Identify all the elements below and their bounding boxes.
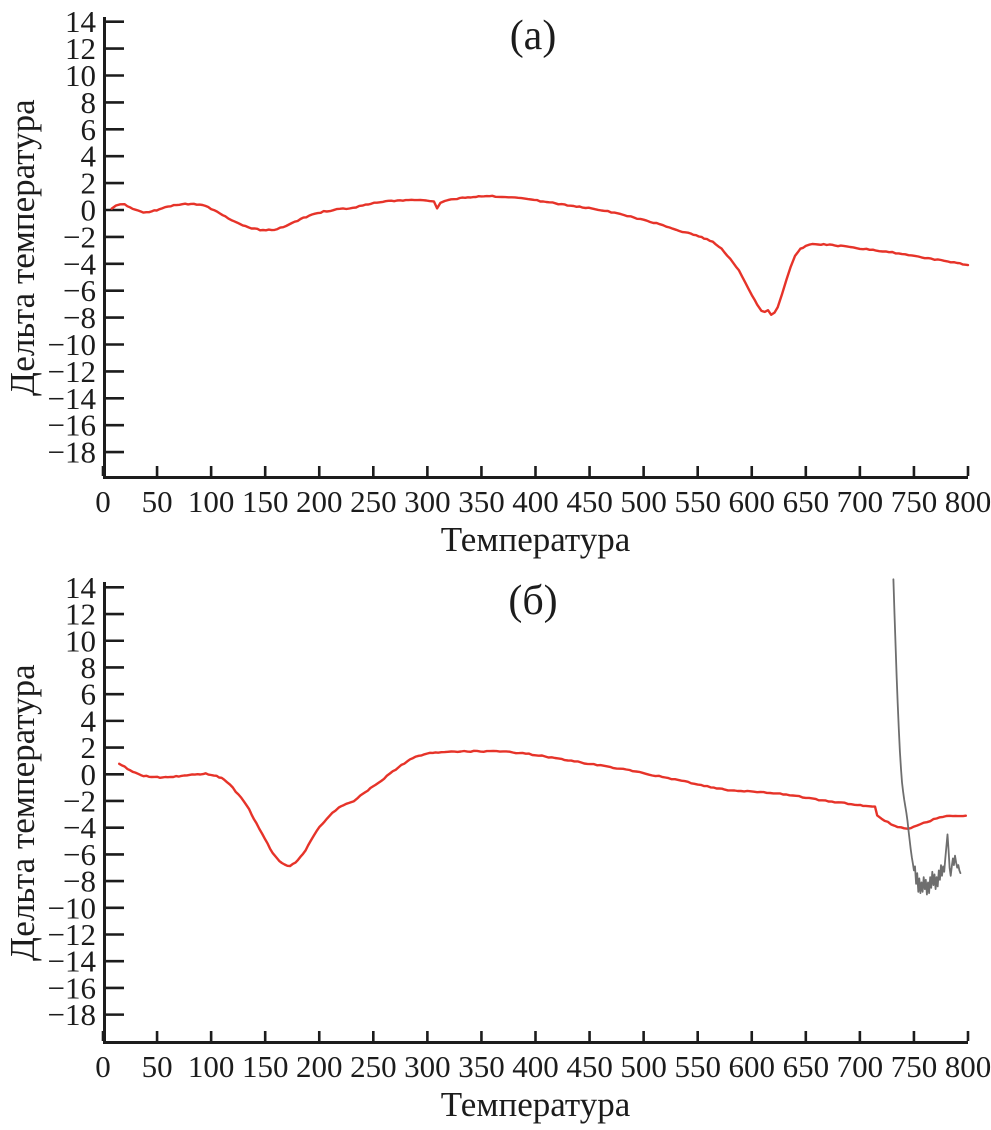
- x-tick-label: 550: [674, 484, 721, 519]
- x-tick-label: 600: [729, 484, 776, 519]
- y-tick-label: −2: [63, 219, 96, 254]
- x-tick-label: 150: [242, 1049, 289, 1084]
- y-tick-label: −10: [48, 327, 96, 362]
- y-tick-label: −8: [63, 864, 96, 899]
- y-tick-label: 14: [65, 4, 97, 39]
- y-tick-label: 12: [65, 31, 96, 66]
- y-tick-label: 14: [65, 570, 97, 605]
- y-tick-label: 0: [81, 757, 97, 792]
- x-tick-label: 450: [566, 1049, 613, 1084]
- y-tick-label: 0: [81, 193, 97, 228]
- y-tick-label: 6: [81, 112, 97, 147]
- chart-panel-a: (а) Дельта температура 0 50 100 150 200 250 30…: [3, 4, 991, 559]
- y-tick-label: −16: [48, 970, 96, 1005]
- x-tick-label: 500: [620, 484, 667, 519]
- x-tick-label: 700: [837, 484, 884, 519]
- y-tick-label: 4: [81, 703, 97, 738]
- y-tick-label: 2: [81, 730, 97, 765]
- dta-curve-a-line: [110, 194, 970, 316]
- y-tick-label: −18: [48, 997, 96, 1032]
- x-tick-label: 100: [188, 1049, 235, 1084]
- x-tick-label: 0: [95, 484, 111, 519]
- y-tick-label: −12: [48, 354, 96, 389]
- x-tick-label: 50: [142, 1049, 173, 1084]
- panel-a-title: (а): [509, 13, 557, 59]
- x-tick-label: 550: [674, 1049, 721, 1084]
- x-tick-label: 200: [296, 1049, 343, 1084]
- y-tick-label: 4: [81, 139, 97, 174]
- panel-b-title: (б): [508, 578, 558, 624]
- x-tick-label: 500: [620, 1049, 667, 1084]
- x-tick-label: 0: [95, 1049, 111, 1084]
- x-tick-label: 300: [404, 1049, 451, 1084]
- x-tick-label: 750: [891, 1049, 938, 1084]
- y-tick-label: −14: [48, 944, 97, 979]
- x-tick-label: 800: [945, 1049, 991, 1084]
- x-tick-label: 250: [350, 1049, 397, 1084]
- x-tick-label: 100: [188, 484, 235, 519]
- y-tick-label: −10: [48, 890, 96, 925]
- x-tick-label: 300: [404, 484, 451, 519]
- y-tick-label: 6: [81, 677, 97, 712]
- x-tick-label: 250: [350, 484, 397, 519]
- noisy-curve-b-line: [892, 578, 962, 896]
- y-tick-label: −14: [48, 381, 97, 416]
- x-tick-label: 600: [729, 1049, 776, 1084]
- panel-a-plot-area: 0 50 100 150 200 250 300 350 400 450 500 550 600 650 7…: [48, 4, 991, 519]
- x-tick-label: 750: [891, 484, 938, 519]
- x-tick-label: 400: [512, 1049, 559, 1084]
- y-tick-label: 2: [81, 166, 97, 201]
- y-tick-label: 8: [81, 85, 97, 120]
- y-tick-label: −6: [63, 273, 96, 308]
- y-tick-label: −18: [48, 435, 96, 470]
- x-tick-label: 150: [242, 484, 289, 519]
- x-tick-label: 700: [837, 1049, 884, 1084]
- x-tick-label: 350: [458, 1049, 505, 1084]
- y-tick-label: 10: [65, 623, 96, 658]
- x-tick-label: 450: [566, 484, 613, 519]
- panel-b-x-axis-title: Температура: [440, 1085, 631, 1124]
- y-tick-label: −8: [63, 300, 96, 335]
- y-tick-label: −12: [48, 917, 96, 952]
- y-tick-label: 12: [65, 597, 96, 632]
- y-tick-label: 8: [81, 650, 97, 685]
- y-tick-label: −16: [48, 408, 96, 443]
- y-tick-label: −2: [63, 783, 96, 818]
- y-tick-label: −4: [63, 810, 96, 845]
- y-tick-label: −6: [63, 837, 96, 872]
- x-tick-label: 200: [296, 484, 343, 519]
- y-tick-label: −4: [63, 246, 96, 281]
- panel-a-x-axis-title: Температура: [440, 520, 631, 559]
- panel-b-plot-area: 0 50 100 150 200 250 300 350 400 450 500 550 600 650 7…: [48, 570, 991, 1084]
- x-tick-label: 400: [512, 484, 559, 519]
- x-tick-label: 650: [783, 1049, 830, 1084]
- dta-curve-b-line: [117, 749, 967, 868]
- x-tick-label: 50: [142, 484, 173, 519]
- x-tick-label: 800: [945, 484, 991, 519]
- y-tick-label: 10: [65, 58, 96, 93]
- chart-panel-b: (б) Дельта температура 0 50 100 150 200 250 30…: [0, 565, 991, 1130]
- x-tick-label: 350: [458, 484, 505, 519]
- x-tick-label: 650: [783, 484, 830, 519]
